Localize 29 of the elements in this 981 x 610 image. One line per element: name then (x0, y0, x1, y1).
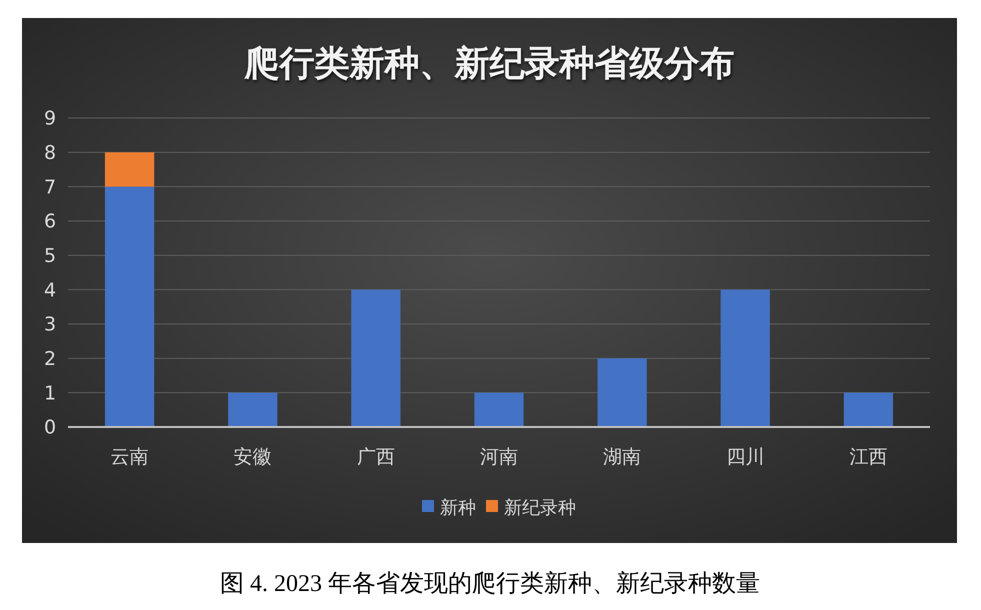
bar (351, 290, 400, 427)
legend-label: 新种 (440, 497, 476, 518)
y-tick-label: 3 (44, 314, 56, 336)
legend-label: 新纪录种 (504, 497, 576, 518)
chart-title: 爬行类新种、新纪录种省级分布 (244, 44, 734, 84)
bar (474, 392, 524, 427)
y-tick-label: 0 (44, 416, 56, 439)
bar (720, 290, 770, 427)
y-tick-label: 4 (44, 279, 56, 302)
caption: 图 4. 2023 年各省发现的爬行类新种、新纪录种数量 (220, 570, 760, 597)
y-tick-label: 8 (44, 142, 56, 164)
x-tick-label: 河南 (480, 446, 518, 468)
x-tick-label: 湖南 (603, 446, 642, 468)
bar (598, 358, 647, 427)
bar (228, 392, 278, 427)
x-tick-label: 江西 (849, 446, 888, 468)
bar (844, 392, 894, 427)
bar (104, 152, 154, 187)
x-tick-label: 四川 (726, 446, 764, 468)
bar (104, 186, 154, 427)
y-tick-label: 7 (44, 176, 56, 198)
y-tick-label: 1 (44, 382, 56, 404)
y-tick-label: 2 (44, 348, 56, 370)
y-tick-label: 6 (44, 210, 56, 233)
x-tick-label: 广西 (356, 446, 395, 468)
x-tick-label: 云南 (110, 446, 149, 468)
y-tick-label: 9 (44, 108, 56, 130)
y-tick-label: 5 (44, 244, 56, 267)
x-tick-label: 安徽 (234, 446, 272, 468)
